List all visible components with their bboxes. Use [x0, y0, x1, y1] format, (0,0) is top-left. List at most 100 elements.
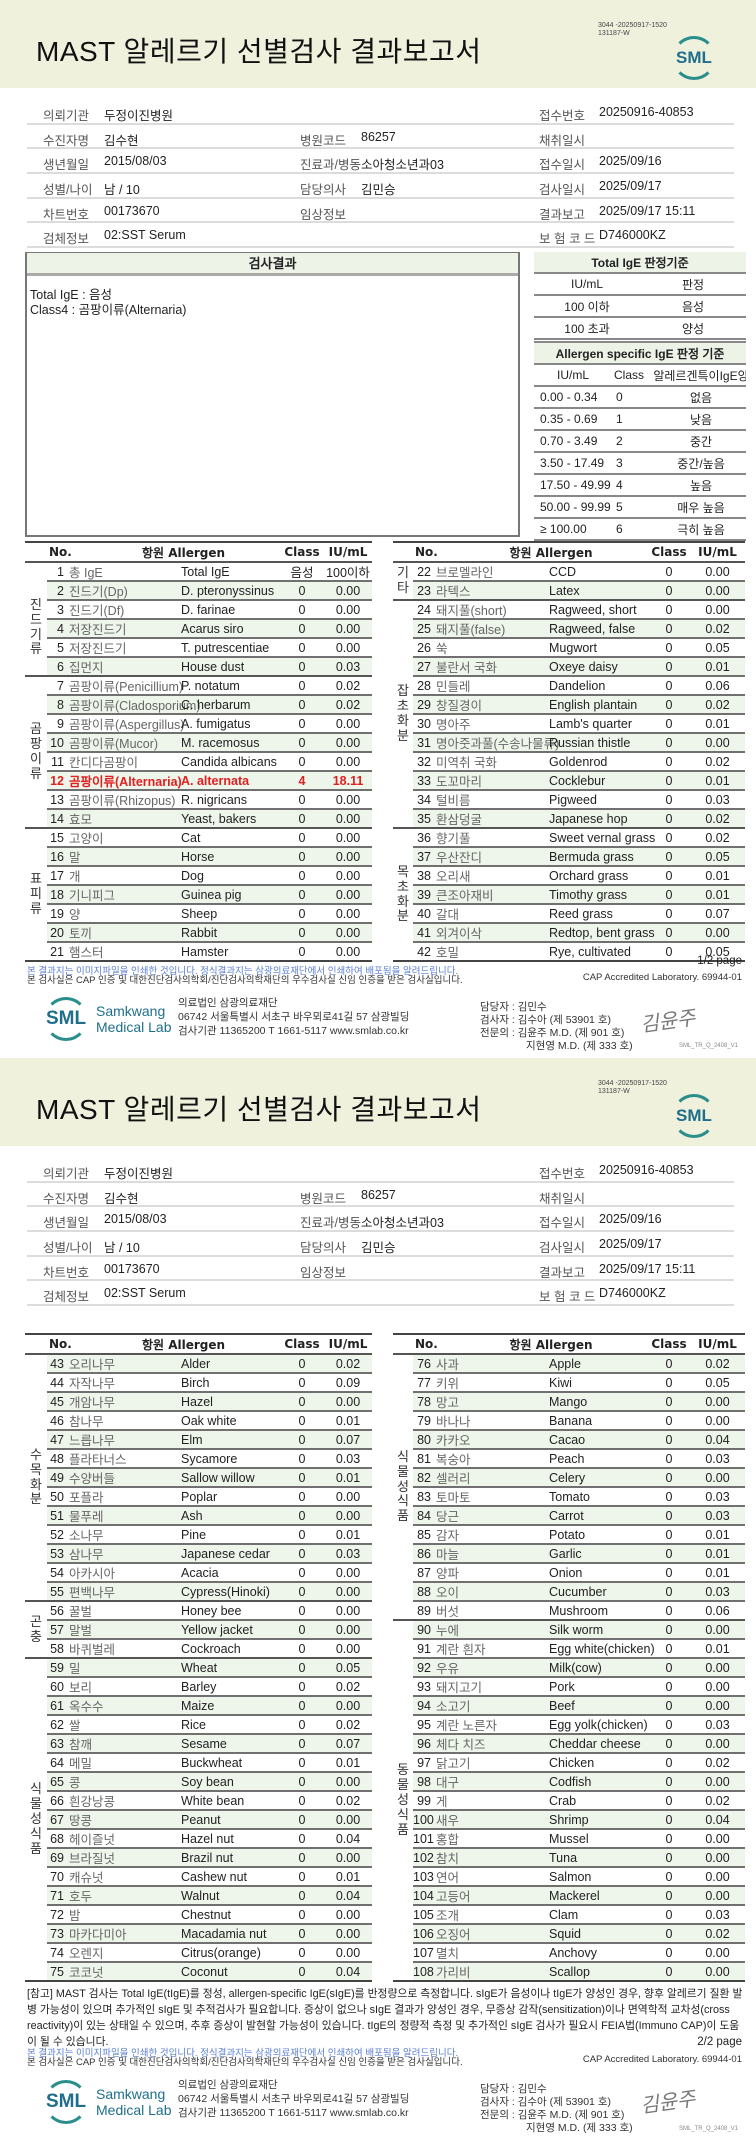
category-label: 기타 [393, 563, 413, 599]
table-row: 41 외겨이삭 Redtop, bent grass 0 0.00 [413, 922, 745, 941]
table-row: 21 햄스터 Hamster 0 0.00 [47, 941, 372, 960]
allergen-english: Reed grass [549, 906, 613, 921]
header-value: IU/mL [698, 1337, 737, 1351]
info-label: 채취일시 [539, 133, 586, 148]
allergen-english: Rye, cultivated [549, 944, 631, 959]
allergen-korean: 말 [69, 851, 81, 865]
class-value: 0 [665, 1375, 673, 1390]
table-row: 48 플라타너스 Sycamore 0 0.03 [47, 1448, 372, 1467]
allergen-korean: 밀 [69, 1662, 81, 1676]
footer-org-contact: 검사기관 11365200 T 1661-5117 www.smlab.co.k… [178, 2107, 409, 2119]
allergen-korean: 기니피그 [69, 889, 116, 903]
iu-value: 0.00 [335, 602, 361, 617]
group-rows: 15 고양이 Cat 0 0.00 16 말 Horse 0 0.00 17 개 Dog 0 0.00 18 기… [47, 829, 372, 960]
footer-staff-manager: 담당자 : 김민수 [480, 1001, 547, 1013]
row-number: 15 [50, 830, 64, 845]
class-value: 0 [298, 1888, 306, 1903]
allergen-korean: 참치 [436, 1852, 460, 1866]
class-value: 0 [298, 1717, 306, 1732]
category-label: 식물성식품 [393, 1355, 413, 1619]
footer-org-name: 의료법인 삼광의료재단 [178, 2079, 278, 2091]
allergen-korean: 양파 [436, 1567, 460, 1581]
allergen-english: Banana [549, 1413, 593, 1428]
allergen-english: Candida albicans [181, 754, 277, 769]
table-row: 20 토끼 Rabbit 0 0.00 [47, 922, 372, 941]
info-label: 결과보고 [539, 207, 586, 222]
iu-value: 18.11 [332, 773, 364, 788]
info-value: 86257 [361, 1187, 396, 1202]
class-value: 0 [298, 1622, 306, 1637]
criteria-cell: 높음 [689, 478, 713, 493]
allergen-english: Anchovy [549, 1945, 597, 1960]
class-value: 0 [665, 1413, 673, 1428]
class-value: 0 [298, 1926, 306, 1941]
criteria-cell: 0.00 - 0.34 [540, 390, 598, 404]
allergen-korean: 삼나무 [69, 1548, 104, 1562]
class-value: 0 [298, 1432, 306, 1447]
allergen-group: 수목화분 43 오리나무 Alder 0 0.02 44 자작나무 Birch 0 0.09 45 개암… [25, 1355, 372, 1600]
info-label: 채취일시 [539, 1191, 586, 1206]
class-value: 0 [665, 1793, 673, 1808]
class-result: Class4 : 곰팡이류(Alternaria) [30, 303, 187, 317]
allergen-korean: 오징어 [436, 1928, 471, 1942]
table-row: 54 아카시아 Acacia 0 0.00 [47, 1562, 372, 1581]
iu-value: 0.02 [705, 621, 730, 636]
iu-value: 0.02 [705, 1755, 730, 1770]
row-number: 60 [50, 1679, 64, 1694]
allergen-english: Oak white [181, 1413, 237, 1428]
row-number: 34 [417, 792, 431, 807]
class-value: 0 [298, 1774, 306, 1789]
info-value: 2025/09/17 15:11 [599, 203, 696, 218]
iu-value: 0.00 [705, 1945, 730, 1960]
table-row: 97 닭고기 Chicken 0 0.02 [413, 1752, 745, 1771]
info-value: 2025/09/17 [599, 179, 662, 194]
allergen-english: Egg yolk(chicken) [549, 1717, 648, 1732]
table-row: 91 계란 흰자 Egg white(chicken) 0 0.01 [413, 1638, 745, 1657]
class-value: 0 [298, 1793, 306, 1808]
iu-value: 0.05 [705, 849, 730, 864]
table-row: 106 오징어 Squid 0 0.02 [413, 1923, 745, 1942]
table-row: 75 코코넛 Coconut 0 0.04 [47, 1961, 372, 1980]
table-row: 8 곰팡이류(Cladosporium) C. herbarum 0 0.02 [47, 694, 372, 713]
allergen-korean: 편백나무 [69, 1586, 116, 1600]
iu-value: 0.02 [705, 1793, 730, 1808]
allergen-english: Apple [549, 1356, 581, 1371]
info-row: 생년월일 2015/08/03 진료과/병동 소아청소년과03 접수일시 2025/09/… [27, 1207, 734, 1233]
class-value: 0 [665, 1451, 673, 1466]
allergen-korean: 돼지풀(false) [436, 623, 506, 637]
allergen-korean: 당근 [436, 1510, 460, 1524]
table-row: 69 브라질넛 Brazil nut 0 0.00 [47, 1847, 372, 1866]
test-result-header: 검사결과 [27, 253, 518, 276]
patient-info: 의뢰기관 두정이진병원 접수번호 20250916-40853 수진자명 김수현 병원코드 8… [27, 100, 734, 249]
form-code: SML_TR_Q_2408_V1 [678, 2126, 738, 2132]
category-label-text: 곤충 [30, 1613, 42, 1644]
allergen-korean: 사과 [436, 1358, 460, 1372]
iu-value: 0.05 [705, 1375, 730, 1390]
row-number: 91 [417, 1641, 431, 1656]
iu-value: 0.00 [705, 1698, 730, 1713]
table-row: 80 카카오 Cacao 0 0.04 [413, 1429, 745, 1448]
class-value: 4 [298, 773, 306, 788]
criteria-cell: 3.50 - 17.49 [540, 456, 605, 470]
table-row: 9 곰팡이류(Aspergillus) A. fumigatus 0 0.00 [47, 713, 372, 732]
allergen-korean: 갈대 [436, 908, 460, 922]
info-value: 김수현 [104, 1191, 139, 1206]
class-value: 0 [665, 1356, 673, 1371]
table-row: 11 칸디다곰팡이 Candida albicans 0 0.00 [47, 751, 372, 770]
allergen-english: Latex [549, 583, 580, 598]
row-number: 94 [417, 1698, 431, 1713]
class-value: 0 [298, 1679, 306, 1694]
class-value: 0 [298, 754, 306, 769]
allergen-english: Barley [181, 1679, 217, 1694]
allergen-english: Rabbit [181, 925, 218, 940]
allergen-korean: 곰팡이류(Alternaria) [69, 775, 182, 789]
info-value: 김민승 [361, 183, 396, 198]
table-row: 15 고양이 Cat 0 0.00 [47, 829, 372, 847]
row-number: 92 [417, 1660, 431, 1675]
allergen-english: Brazil nut [181, 1850, 234, 1865]
allergen-english: Chicken [549, 1755, 595, 1770]
report-page-2: MAST 알레르기 선별검사 결과보고서 3044 -20250917-1520… [0, 1058, 756, 2138]
class-value: 0 [298, 1356, 306, 1371]
info-label: 보 험 코 드 [539, 232, 596, 247]
row-number: 59 [50, 1660, 64, 1675]
